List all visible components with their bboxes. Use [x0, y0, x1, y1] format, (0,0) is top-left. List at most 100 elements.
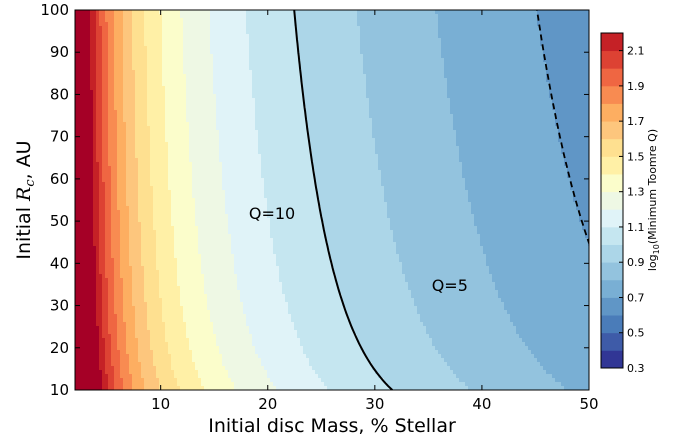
contour-cell: [114, 30, 118, 35]
contour-cell: [147, 110, 151, 115]
contour-cell: [117, 198, 121, 203]
contour-cell: [108, 286, 112, 291]
contour-cell: [120, 202, 124, 207]
contour-cell: [126, 234, 130, 239]
contour-cell: [87, 346, 91, 351]
contour-cell: [150, 110, 154, 115]
contour-cell: [147, 146, 151, 151]
contour-cell: [99, 278, 103, 283]
contour-cell: [75, 78, 79, 83]
contour-cell: [105, 334, 109, 339]
contour-cell: [90, 270, 94, 275]
contour-cell: [141, 122, 145, 127]
contour-cell: [126, 162, 130, 167]
contour-cell: [111, 214, 115, 219]
contour-cell: [150, 350, 154, 355]
contour-cell: [129, 226, 133, 231]
contour-cell: [102, 78, 106, 83]
contour-cell: [135, 266, 139, 271]
contour-cell: [96, 98, 100, 103]
contour-cell: [96, 66, 100, 71]
contour-cell: [141, 154, 145, 159]
contour-cell: [84, 310, 88, 315]
contour-cell: [75, 206, 79, 211]
contour-cell: [114, 294, 118, 299]
contour-cell: [141, 186, 145, 191]
contour-cell: [150, 278, 154, 283]
contour-cell: [123, 26, 127, 31]
contour-cell: [84, 122, 88, 127]
contour-cell: [132, 278, 136, 283]
contour-cell: [144, 126, 148, 131]
contour-cell: [123, 14, 127, 19]
contour-cell: [117, 210, 121, 215]
contour-cell: [132, 214, 136, 219]
contour-cell: [147, 102, 151, 107]
contour-cell: [135, 106, 139, 111]
contour-cell: [138, 310, 142, 315]
contour-cell: [129, 86, 133, 91]
contour-cell: [144, 182, 148, 187]
contour-cell: [141, 386, 145, 390]
contour-cell: [120, 162, 124, 167]
contour-cell: [93, 266, 97, 271]
contour-cell: [111, 146, 115, 151]
contour-cell: [102, 246, 106, 251]
contour-cell: [114, 346, 118, 351]
contour-cell: [117, 118, 121, 123]
contour-cell: [108, 322, 112, 327]
contour-cell: [81, 190, 85, 195]
contour-cell: [108, 122, 112, 127]
contour-cell: [87, 94, 91, 99]
contour-cell: [135, 42, 139, 47]
contour-cell: [135, 250, 139, 255]
contour-cell: [123, 130, 127, 135]
contour-cell: [135, 274, 139, 279]
contour-cell: [96, 210, 100, 215]
contour-cell: [117, 290, 121, 295]
contour-cell: [81, 350, 85, 355]
contour-cell: [120, 10, 124, 15]
contour-cell: [123, 266, 127, 271]
contour-cell: [96, 10, 100, 15]
contour-cell: [105, 294, 109, 299]
contour-cell: [120, 306, 124, 311]
contour-cell: [93, 26, 97, 31]
contour-cell: [126, 22, 130, 27]
contour-cell: [84, 190, 88, 195]
contour-cell: [90, 22, 94, 27]
contour-cell: [81, 362, 85, 367]
contour-cell: [123, 370, 127, 375]
contour-cell: [129, 310, 133, 315]
contour-cell: [96, 202, 100, 207]
contour-cell: [132, 298, 136, 303]
contour-cell: [90, 154, 94, 159]
contour-cell: [132, 206, 136, 211]
contour-cell: [117, 98, 121, 103]
contour-cell: [150, 194, 154, 199]
contour-cell: [120, 174, 124, 179]
contour-cell: [108, 222, 112, 227]
contour-cell: [132, 98, 136, 103]
contour-cell: [126, 254, 130, 259]
contour-cell: [87, 214, 91, 219]
contour-cell: [114, 82, 118, 87]
contour-cell: [126, 202, 130, 207]
contour-cell: [132, 82, 136, 87]
contour-cell: [81, 74, 85, 79]
contour-cell: [96, 242, 100, 247]
contour-cell: [102, 362, 106, 367]
contour-cell: [87, 62, 91, 67]
contour-cell: [93, 338, 97, 343]
contour-cell: [120, 170, 124, 175]
contour-cell: [135, 226, 139, 231]
contour-cell: [120, 146, 124, 151]
contour-cell: [105, 366, 109, 371]
contour-cell: [120, 358, 124, 363]
contour-cell: [99, 378, 103, 383]
contour-cell: [123, 50, 127, 55]
contour-cell: [105, 322, 109, 327]
contour-cell: [96, 166, 100, 171]
contour-cell: [132, 242, 136, 247]
contour-cell: [117, 10, 121, 15]
